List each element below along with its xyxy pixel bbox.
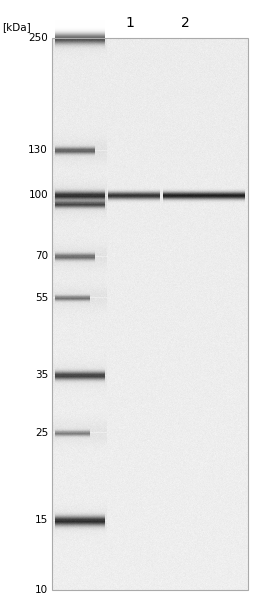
Text: 70: 70 [35, 251, 48, 261]
Text: 250: 250 [28, 33, 48, 43]
Text: 55: 55 [35, 293, 48, 303]
Text: 10: 10 [35, 585, 48, 595]
Text: 35: 35 [35, 370, 48, 380]
Text: 15: 15 [35, 515, 48, 525]
Text: 130: 130 [28, 145, 48, 155]
Text: 25: 25 [35, 428, 48, 438]
Text: 100: 100 [28, 190, 48, 200]
Text: [kDa]: [kDa] [2, 22, 31, 32]
Bar [52, 38, 248, 590]
Text: 2: 2 [181, 16, 189, 30]
Text: 1: 1 [125, 16, 134, 30]
